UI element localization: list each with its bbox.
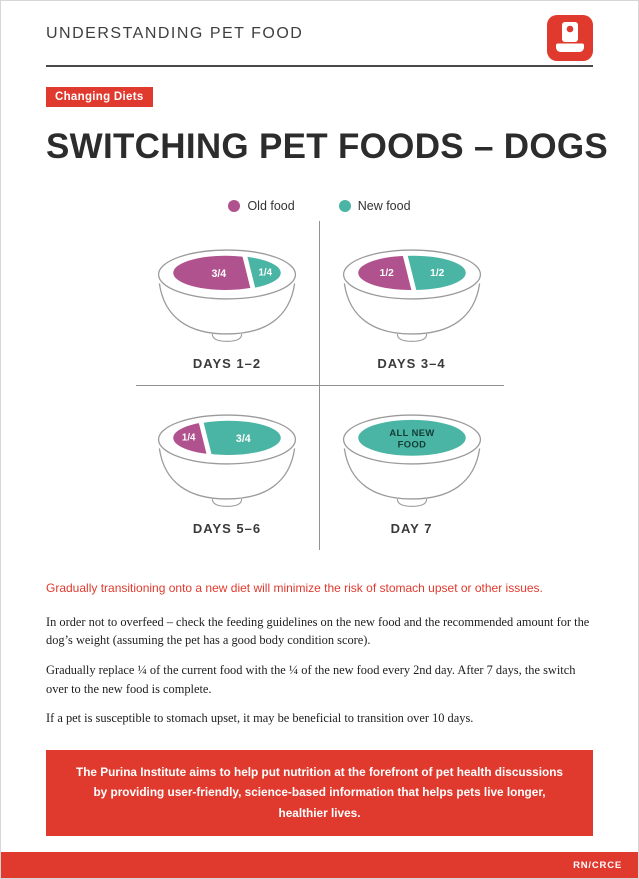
bowl-panel-days-1-2: 3/4 1/4 DAYS 1–2	[135, 221, 320, 386]
bottom-bar: RN/CRCE	[1, 852, 638, 878]
new-food-portion	[402, 255, 466, 290]
bowl-caption: DAY 7	[390, 521, 433, 536]
old-food-dot-icon	[228, 200, 241, 212]
paragraph-3: If a pet is susceptible to stomach upset…	[46, 711, 474, 726]
body-text: In order not to overfeed – check the fee…	[46, 613, 593, 728]
bowl-panel-day-7: ALL NEW FOOD DAY 7	[320, 386, 504, 550]
old-food-portion	[173, 420, 212, 455]
bowl-caption: DAYS 1–2	[192, 356, 262, 371]
paragraph-2: Gradually replace ¼ of the current food …	[46, 663, 576, 696]
legend-item-new-food: New food	[338, 199, 411, 213]
bowl-illustration-days-5-6: 1/4 3/4	[157, 414, 297, 507]
bowl-caption: DAYS 5–6	[192, 521, 262, 536]
portion-label-new: 3/4	[236, 433, 251, 445]
new-food-portion	[357, 419, 466, 456]
page-kicker: UNDERSTANDING PET FOOD	[46, 25, 304, 42]
bowl-diagram-grid: 3/4 1/4 DAYS 1–2 1/2 1/2 DAYS 3–4	[135, 221, 504, 550]
portion-label-old: 3/4	[211, 268, 226, 280]
legend-label-old-food: Old food	[247, 199, 295, 213]
pet-feeder-icon	[547, 15, 593, 61]
portion-label-old: 1/4	[182, 432, 196, 443]
section-badge: Changing Diets	[46, 87, 153, 107]
new-food-dot-icon	[338, 200, 351, 212]
legend-label-new-food: New food	[357, 199, 411, 213]
bowl-illustration-day-7: ALL NEW FOOD	[342, 414, 481, 507]
legend: Old food New food	[1, 199, 638, 213]
bowl-panel-days-5-6: 1/4 3/4 DAYS 5–6	[136, 386, 320, 550]
header: UNDERSTANDING PET FOOD	[1, 1, 638, 65]
page-title: SWITCHING PET FOODS – DOGS	[46, 127, 609, 166]
lead-statement: Gradually transitioning onto a new diet …	[46, 581, 543, 595]
portion-label-all-new-line2: FOOD	[397, 440, 426, 450]
document-code: RN/CRCE	[573, 859, 622, 871]
portion-label-old: 1/2	[379, 268, 393, 279]
new-food-portion	[242, 255, 281, 290]
bowl-illustration-days-3-4: 1/2 1/2	[342, 249, 481, 342]
mission-callout: The Purina Institute aims to help put nu…	[46, 749, 593, 836]
bowl-illustration-days-1-2: 3/4 1/4	[157, 249, 297, 342]
bowl-caption: DAYS 3–4	[377, 356, 446, 371]
legend-item-old-food: Old food	[228, 199, 295, 213]
portion-label-new: 1/4	[259, 267, 273, 278]
paragraph-1: In order not to overfeed – check the fee…	[46, 614, 590, 648]
header-divider	[46, 65, 593, 67]
portion-label-all-new-line1: ALL NEW	[389, 428, 434, 438]
bowl-panel-days-3-4: 1/2 1/2 DAYS 3–4	[319, 221, 504, 386]
pet-feeder-icon-art	[556, 22, 584, 52]
portion-label-new: 1/2	[430, 268, 444, 279]
